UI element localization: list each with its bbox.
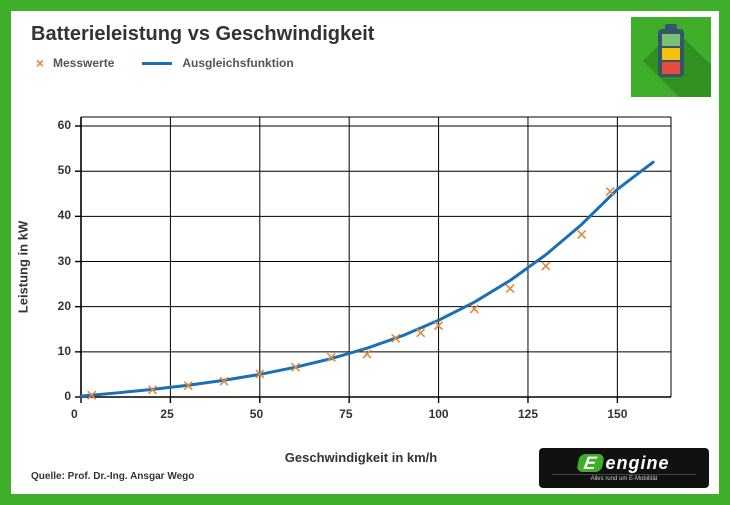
x-tick-label: 25 (160, 407, 173, 421)
battery-badge (631, 17, 711, 97)
chart-title: Batterieleistung vs Geschwindigkeit (31, 23, 374, 46)
source-text: Quelle: Prof. Dr.-Ing. Ansgar Wego (31, 471, 194, 482)
legend: × Messwerte Ausgleichsfunktion (33, 55, 294, 71)
y-tick-label: 50 (58, 163, 71, 177)
x-tick-label: 50 (250, 407, 263, 421)
x-axis-label: Geschwindigkeit in km/h (285, 450, 437, 465)
x-tick-label: 75 (339, 407, 352, 421)
x-tick-label: 0 (71, 407, 78, 421)
y-tick-label: 30 (58, 254, 71, 268)
legend-marker-scatter: × (33, 55, 47, 71)
brand-sub: Alles rund um E-Mobilität (552, 474, 697, 482)
chart-area: Leistung in kW Geschwindigkeit in km/h 0… (31, 107, 691, 427)
plot-svg (31, 107, 691, 427)
brand-main: Eengine (578, 454, 669, 472)
y-tick-label: 0 (64, 389, 71, 403)
y-tick-label: 20 (58, 299, 71, 313)
brand-prefix: E (577, 454, 605, 472)
legend-label-line: Ausgleichsfunktion (182, 56, 293, 70)
legend-label-scatter: Messwerte (53, 56, 114, 70)
y-tick-label: 40 (58, 208, 71, 222)
x-tick-label: 125 (518, 407, 538, 421)
chart-frame: Batterieleistung vs Geschwindigkeit × Me… (0, 0, 730, 505)
x-tick-label: 100 (429, 407, 449, 421)
y-tick-label: 60 (58, 118, 71, 132)
brand-logo: Eengine Alles rund um E-Mobilität (539, 448, 709, 488)
legend-marker-line (142, 62, 172, 65)
battery-icon (631, 17, 711, 97)
y-axis-label: Leistung in kW (16, 221, 31, 313)
y-tick-label: 10 (58, 344, 71, 358)
x-tick-label: 150 (607, 407, 627, 421)
brand-word: engine (606, 453, 670, 473)
